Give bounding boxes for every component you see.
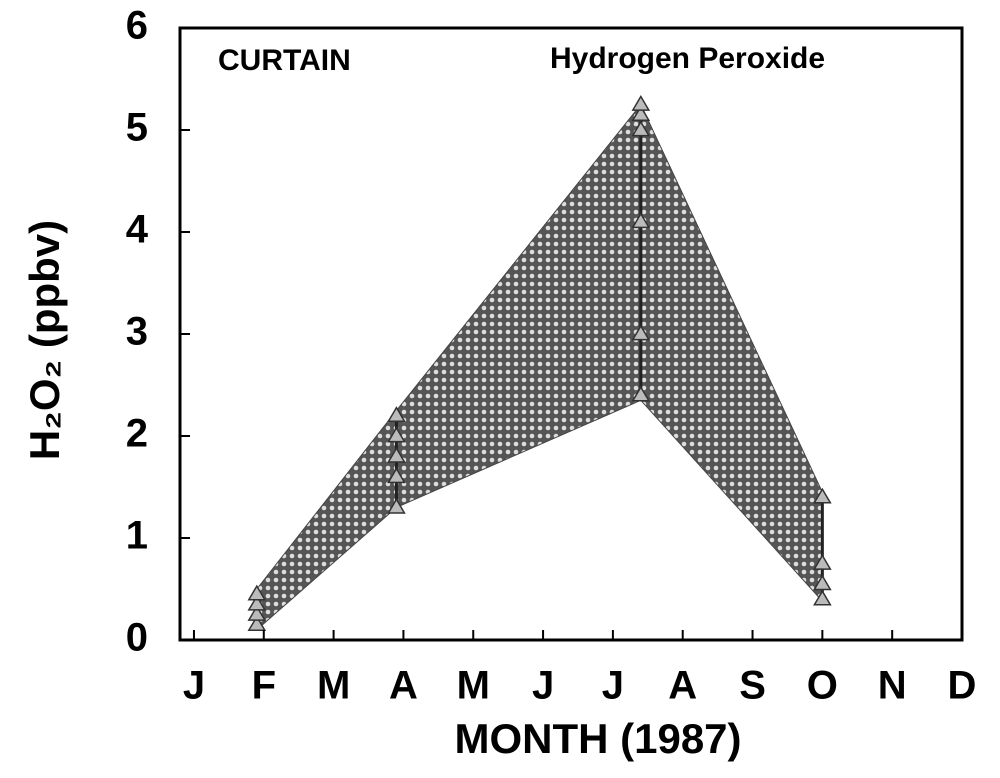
x-tick-label: N [878, 664, 907, 708]
data-point [631, 95, 651, 111]
x-tick-label: A [389, 664, 418, 708]
annotation: CURTAIN [218, 44, 351, 77]
data-point [631, 105, 651, 122]
x-axis-title: MONTH (1987) [454, 715, 741, 762]
data-point [631, 120, 651, 137]
data-point [813, 574, 832, 591]
data-point [247, 605, 267, 621]
data-point [247, 615, 267, 632]
y-tick-label: 3 [126, 310, 148, 354]
y-tick-label: 2 [126, 412, 148, 456]
x-tick-label: M [457, 664, 490, 708]
data-point [387, 446, 406, 463]
annotation: Hydrogen Peroxide [550, 42, 825, 75]
data-point [631, 385, 651, 402]
data-point [387, 467, 406, 484]
x-tick-label: O [807, 664, 838, 708]
x-tick-label: D [948, 664, 977, 708]
x-tick-label: J [532, 664, 554, 708]
range-band [256, 103, 823, 631]
data-point [387, 497, 406, 514]
data-point [813, 487, 832, 504]
y-tick-label: 6 [126, 4, 148, 48]
x-tick-label: J [602, 664, 624, 708]
data-point [247, 594, 267, 611]
data-point [631, 212, 651, 229]
x-tick-label: J [183, 664, 205, 708]
data-point [247, 584, 267, 601]
x-tick-label: A [668, 664, 697, 708]
x-tick-label: M [317, 664, 350, 708]
data-point [387, 426, 406, 443]
x-tick-label: S [739, 664, 766, 708]
data-point [387, 406, 406, 422]
y-axis-title: H₂O₂ (ppbv) [21, 220, 68, 460]
y-tick-label: 4 [126, 208, 149, 252]
data-point [813, 554, 832, 570]
y-tick-label: 1 [126, 514, 148, 558]
data-point [813, 589, 832, 606]
x-tick-label: F [252, 664, 276, 708]
data-point [631, 324, 651, 341]
y-tick-label: 5 [126, 106, 148, 150]
y-tick-label: 0 [126, 616, 148, 660]
